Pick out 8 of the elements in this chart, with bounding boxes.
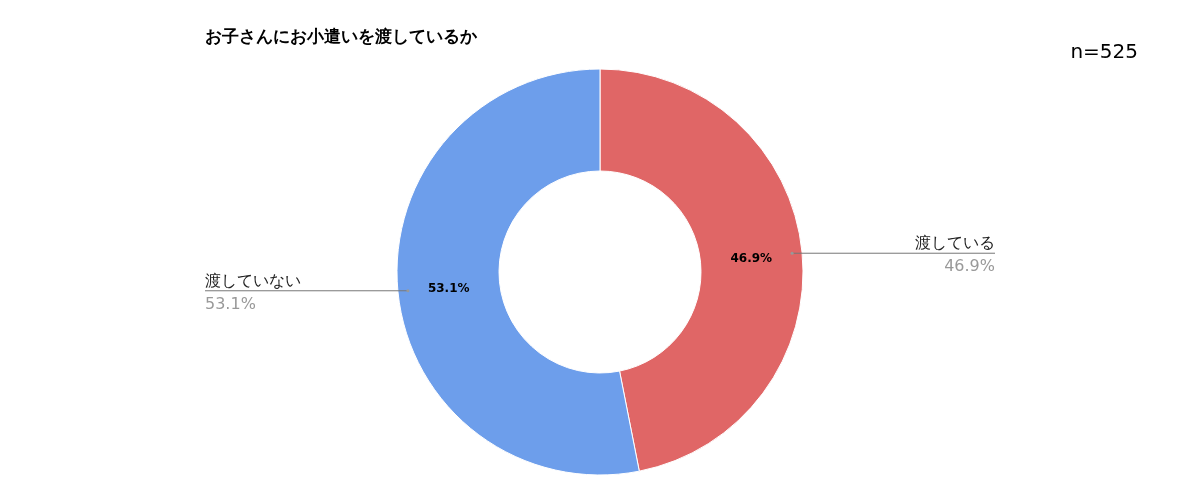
value-label: 46.9% bbox=[944, 256, 995, 276]
title: お子さんにお小遣いを渡しているか bbox=[205, 26, 477, 46]
category-label: 渡している bbox=[915, 233, 995, 253]
data-label: 46.9% bbox=[730, 251, 773, 266]
annotation: n=525 bbox=[1070, 39, 1138, 63]
category-label: 渡していない bbox=[205, 270, 301, 290]
data-label: 53.1% bbox=[427, 280, 470, 295]
value-label: 53.1% bbox=[205, 293, 256, 313]
